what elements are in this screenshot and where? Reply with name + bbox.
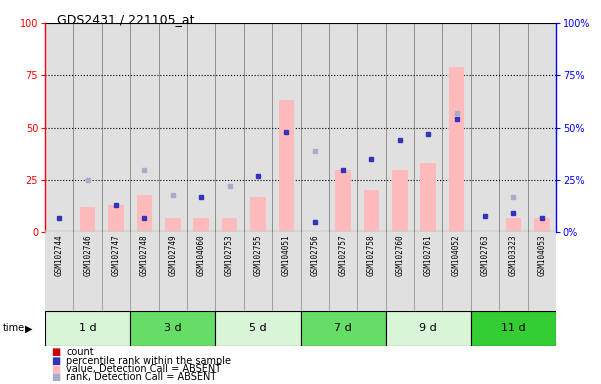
Bar — [357, 23, 386, 232]
Bar — [215, 311, 300, 346]
Bar — [45, 311, 130, 346]
Text: GSM104052: GSM104052 — [452, 234, 461, 276]
Bar — [130, 230, 159, 311]
Text: GSM102763: GSM102763 — [480, 234, 489, 276]
Bar — [159, 230, 187, 311]
Text: GSM102753: GSM102753 — [225, 234, 234, 276]
Text: 1 d: 1 d — [79, 323, 96, 333]
Bar — [499, 23, 528, 232]
Bar — [442, 23, 471, 232]
Text: GSM102756: GSM102756 — [310, 234, 319, 276]
Text: ■: ■ — [51, 372, 60, 382]
Bar — [108, 205, 124, 232]
Bar — [73, 230, 102, 311]
Text: time: time — [3, 323, 25, 333]
Text: ■: ■ — [51, 364, 60, 374]
Bar — [45, 23, 73, 232]
Bar — [414, 23, 442, 232]
Text: GSM102761: GSM102761 — [424, 234, 433, 276]
Text: GSM102757: GSM102757 — [338, 234, 347, 276]
Text: rank, Detection Call = ABSENT: rank, Detection Call = ABSENT — [66, 372, 216, 382]
Bar — [130, 23, 159, 232]
Bar — [386, 23, 414, 232]
Bar — [329, 230, 357, 311]
Text: GSM102747: GSM102747 — [112, 234, 121, 276]
Text: 3 d: 3 d — [164, 323, 182, 333]
Text: GSM104060: GSM104060 — [197, 234, 206, 276]
Bar — [222, 218, 237, 232]
Bar — [244, 23, 272, 232]
Bar — [278, 101, 294, 232]
Text: ■: ■ — [51, 356, 60, 366]
Bar — [165, 218, 180, 232]
Bar — [471, 23, 499, 232]
Text: GSM104051: GSM104051 — [282, 234, 291, 276]
Bar — [215, 23, 244, 232]
Bar — [300, 311, 386, 346]
Text: GSM104053: GSM104053 — [537, 234, 546, 276]
Bar — [335, 170, 351, 232]
Bar — [272, 23, 300, 232]
Bar — [300, 23, 329, 232]
Bar — [471, 230, 499, 311]
Bar — [130, 311, 215, 346]
Text: 7 d: 7 d — [334, 323, 352, 333]
Text: GSM102748: GSM102748 — [140, 234, 149, 276]
Text: GSM102758: GSM102758 — [367, 234, 376, 276]
Bar — [505, 218, 521, 232]
Bar — [528, 23, 556, 232]
Bar — [329, 23, 357, 232]
Text: ■: ■ — [51, 347, 60, 357]
Bar — [471, 311, 556, 346]
Text: GSM103323: GSM103323 — [509, 234, 518, 276]
Text: GSM102746: GSM102746 — [83, 234, 92, 276]
Bar — [414, 230, 442, 311]
Bar — [244, 230, 272, 311]
Text: value, Detection Call = ABSENT: value, Detection Call = ABSENT — [66, 364, 221, 374]
Bar — [534, 218, 549, 232]
Bar — [45, 230, 73, 311]
Text: 9 d: 9 d — [419, 323, 437, 333]
Text: count: count — [66, 347, 94, 357]
Bar — [386, 230, 414, 311]
Bar — [102, 23, 130, 232]
Text: ▶: ▶ — [25, 323, 32, 333]
Text: GSM102755: GSM102755 — [254, 234, 263, 276]
Bar — [272, 230, 300, 311]
Bar — [386, 311, 471, 346]
Bar — [442, 230, 471, 311]
Text: 5 d: 5 d — [249, 323, 267, 333]
Bar — [102, 230, 130, 311]
Bar — [80, 207, 96, 232]
Text: GSM102744: GSM102744 — [55, 234, 64, 276]
Bar — [73, 23, 102, 232]
Bar — [364, 190, 379, 232]
Bar — [159, 23, 187, 232]
Bar — [528, 230, 556, 311]
Bar — [215, 230, 244, 311]
Text: 11 d: 11 d — [501, 323, 526, 333]
Bar — [499, 230, 528, 311]
Text: GDS2431 / 221105_at: GDS2431 / 221105_at — [57, 13, 195, 26]
Bar — [187, 230, 215, 311]
Text: percentile rank within the sample: percentile rank within the sample — [66, 356, 231, 366]
Bar — [421, 163, 436, 232]
Bar — [194, 218, 209, 232]
Bar — [250, 197, 266, 232]
Text: GSM102749: GSM102749 — [168, 234, 177, 276]
Bar — [187, 23, 215, 232]
Text: GSM102760: GSM102760 — [395, 234, 404, 276]
Bar — [392, 170, 407, 232]
Bar — [136, 195, 152, 232]
Bar — [449, 67, 465, 232]
Bar — [300, 230, 329, 311]
Bar — [357, 230, 386, 311]
